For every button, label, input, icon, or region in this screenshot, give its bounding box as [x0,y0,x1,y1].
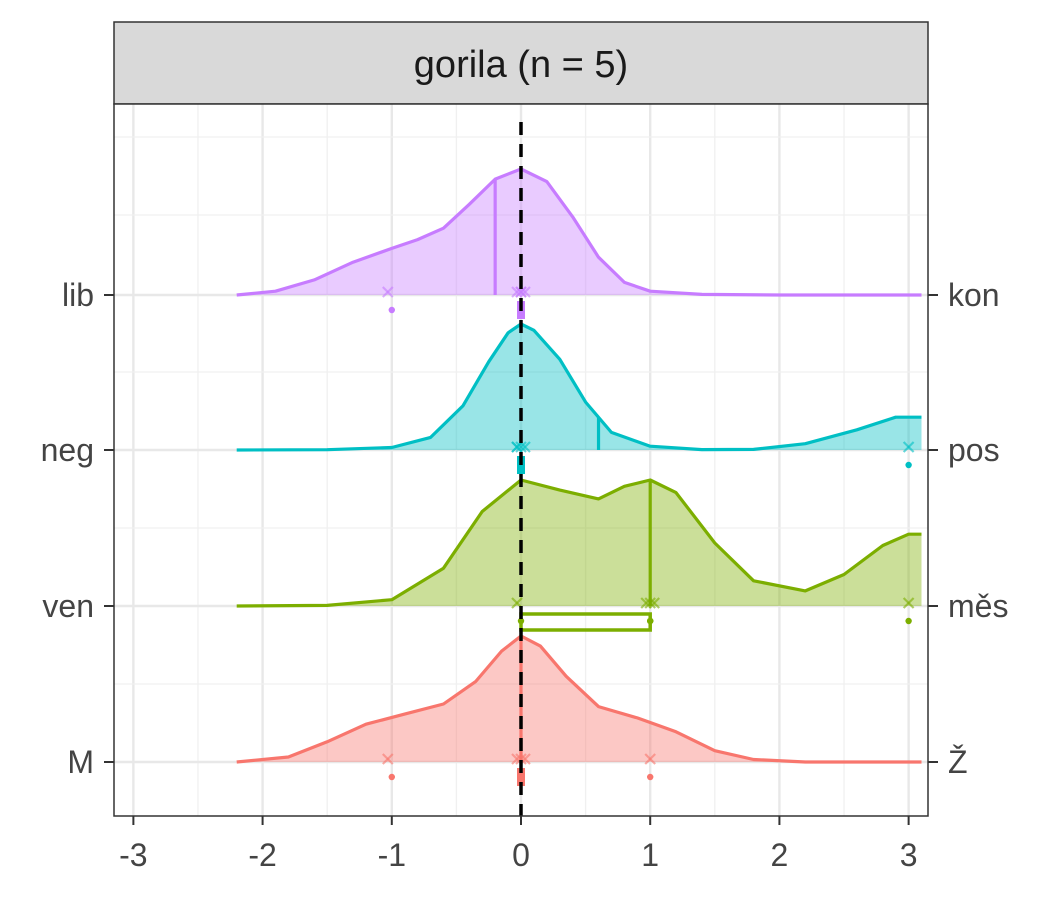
observation-cross-b [902,441,915,453]
observation-cross-b [511,441,523,453]
observation-cross-b [511,597,523,609]
observation-cross-b [644,597,656,609]
observation-cross-b [644,753,656,765]
observation-dot-ven-3 [647,617,654,625]
observation-neg-3 [511,441,523,453]
axis-layer: -3 -2 -1 0 1 2 3 lib kon neg pos ven měs M Ž [41,277,1009,873]
observation-dot-neg-4 [905,461,912,469]
x-tick-label: -2 [248,837,276,873]
x-tick-label: 2 [771,837,789,873]
observation-dot-ven-4 [905,617,912,625]
observation-ven-3 [640,597,652,609]
x-tick-label: -3 [119,837,147,873]
observation-dot-M-3 [517,773,525,781]
observation-M-1 [515,753,527,765]
y-tick-label-left: lib [62,277,94,313]
observation-ven-4 [902,597,915,609]
observation-neg-4 [902,441,915,453]
y-tick-label-right: měs [948,588,1008,624]
y-tick-label-right: Ž [948,744,968,780]
observation-lib-4 [515,286,527,298]
density-line-neg [236,322,922,452]
observation-M-0 [382,753,394,765]
density-area-neg [236,324,922,450]
observation-dot-lib-0 [388,306,395,314]
observation-cross-b [640,597,652,609]
observation-neg-1 [515,441,527,453]
observation-cross-b [515,753,527,765]
observation-cross-b [902,597,915,609]
observation-cross-b [511,753,523,765]
observation-cross-b [382,286,394,298]
observation-dot-M-0 [388,773,395,781]
density-line-ven [236,478,922,608]
observation-cross-b [515,441,527,453]
y-tick-label-left: ven [42,588,94,624]
facet-title: gorila (n = 5) [414,44,628,86]
observation-cross-b [515,286,527,298]
observation-dot-M-4 [647,773,654,781]
ridge-ven [236,478,922,632]
density-area-ven [236,480,922,606]
observation-lib-0 [382,286,394,298]
x-tick-label: 1 [641,837,659,873]
observation-ven-1 [644,597,656,609]
x-tick-label: 3 [900,837,918,873]
y-tick-label-right: pos [948,432,1000,468]
strip-background [113,21,929,105]
density-line-lib [236,167,922,297]
density-line-M [236,634,922,764]
density-area-M [236,636,922,762]
y-tick-label-left: neg [41,432,94,468]
observation-dot-ven-0 [517,617,525,625]
y-tick-label-right: kon [948,277,1000,313]
y-tick-label-left: M [67,744,94,780]
ridge-layer [236,167,922,786]
x-tick-label: -1 [378,837,406,873]
x-tick-label: 0 [512,837,530,873]
density-area-lib [236,169,922,295]
observation-M-4 [644,753,656,765]
observation-cross-b [382,753,394,765]
